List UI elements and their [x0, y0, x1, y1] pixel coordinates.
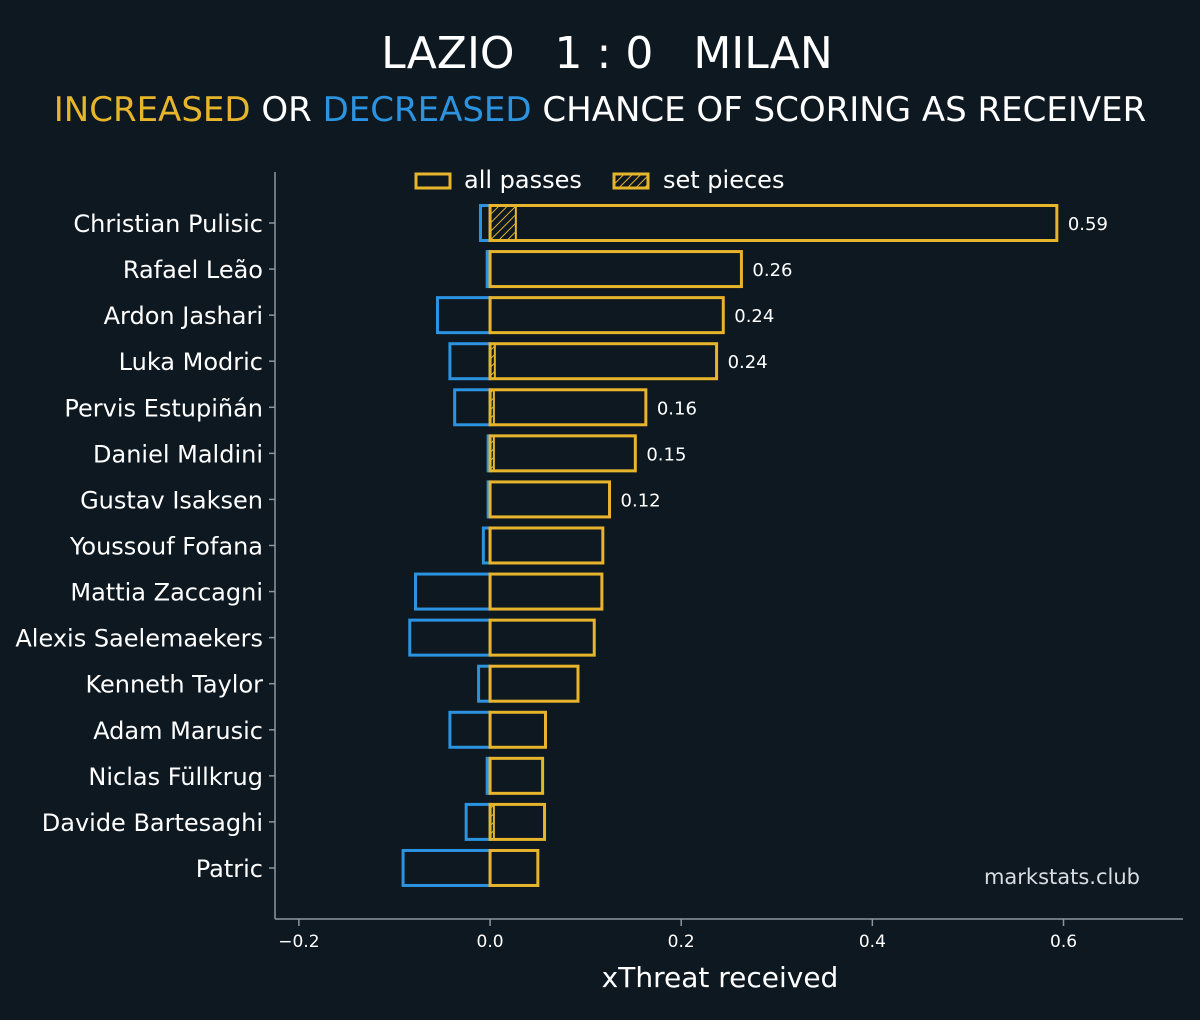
player-name-label: Rafael Leão — [123, 256, 263, 284]
decreased-bar — [453, 388, 492, 427]
away-team-name: MILAN — [693, 28, 832, 79]
player-name-label: Youssouf Fofana — [69, 532, 263, 560]
axis-ticks: −0.2 0.0 0.2 0.4 0.6 — [278, 919, 1077, 952]
decreased-bar — [435, 296, 492, 335]
increased-bar — [488, 434, 637, 473]
legend-all-passes-swatch — [414, 172, 452, 190]
decreased-bar — [477, 664, 492, 703]
x-tick-label: 0.4 — [859, 932, 886, 952]
player-row: Youssouf Fofana — [69, 526, 605, 565]
increased-bar — [488, 664, 580, 703]
bar-value-label: 0.16 — [657, 398, 697, 419]
player-row: Rafael Leão 0.26 — [123, 250, 793, 289]
x-tick-label: −0.2 — [278, 932, 319, 952]
x-tick-label: 0.0 — [477, 932, 504, 952]
player-name-label: Daniel Maldini — [93, 440, 263, 468]
player-row: Kenneth Taylor — [85, 664, 580, 703]
player-row: Pervis Estupiñán 0.16 — [64, 388, 697, 427]
bar-value-label: 0.24 — [734, 306, 774, 327]
player-name-label: Kenneth Taylor — [85, 671, 263, 699]
player-name-label: Luka Modric — [119, 348, 263, 376]
player-name-label: Alexis Saelemaekers — [15, 625, 263, 653]
legend-set-pieces-label: set pieces — [663, 166, 784, 194]
player-row: Ardon Jashari 0.24 — [104, 296, 774, 335]
player-name-label: Christian Pulisic — [73, 210, 263, 238]
legend-all-passes-label: all passes — [464, 166, 582, 194]
set-pieces-bar — [489, 204, 517, 242]
player-name-label: Ardon Jashari — [104, 302, 263, 330]
player-name-label: Niclas Füllkrug — [88, 763, 263, 791]
match-score: 1 : 0 — [555, 28, 654, 79]
bar-groups: Christian Pulisic 0.59 Rafael Leão 0.26 Ardo… — [15, 204, 1108, 887]
increased-bar — [488, 388, 648, 427]
player-name-label: Gustav Isaksen — [80, 486, 263, 514]
bar-value-label: 0.12 — [621, 490, 661, 511]
increased-bar — [488, 342, 719, 381]
chart-subtitle: INCREASED OR DECREASED CHANCE OF SCORING… — [54, 90, 1147, 130]
increased-bar — [488, 572, 604, 611]
home-team-name: LAZIO — [381, 28, 514, 79]
x-tick-label: 0.2 — [668, 932, 695, 952]
increased-bar — [488, 204, 1059, 242]
decreased-bar — [448, 710, 492, 749]
increased-bar — [488, 848, 540, 887]
player-name-label: Adam Marusic — [93, 717, 263, 745]
legend: all passes set pieces — [414, 166, 784, 194]
increased-bar — [488, 756, 545, 795]
player-row: Luka Modric 0.24 — [119, 342, 768, 381]
subtitle-rest: CHANCE OF SCORING AS RECEIVER — [532, 90, 1147, 130]
bar-value-label: 0.24 — [728, 352, 768, 373]
decreased-bar — [414, 572, 492, 611]
player-row: Niclas Füllkrug — [88, 756, 545, 795]
increased-bar — [488, 526, 605, 565]
player-name-label: Mattia Zaccagni — [70, 579, 263, 607]
increased-bar — [488, 250, 743, 289]
increased-bar — [488, 296, 725, 335]
decreased-bar — [401, 848, 492, 887]
player-row: Patric — [196, 848, 540, 887]
increased-bar — [488, 802, 547, 841]
bar-value-label: 0.26 — [752, 260, 792, 281]
increased-bar — [488, 480, 612, 519]
increased-bar — [488, 710, 547, 749]
player-row: Davide Bartesaghi — [42, 802, 547, 841]
subtitle-increased: INCREASED — [54, 90, 251, 130]
watermark: markstats.club — [984, 865, 1140, 889]
x-tick-label: 0.6 — [1050, 932, 1077, 952]
bar-value-label: 0.15 — [646, 444, 686, 465]
decreased-bar — [408, 618, 492, 657]
bar-value-label: 0.59 — [1068, 214, 1108, 235]
subtitle-decreased: DECREASED — [323, 90, 532, 130]
player-row: Adam Marusic — [93, 710, 547, 749]
player-row: Mattia Zaccagni — [70, 572, 604, 611]
subtitle-or: OR — [251, 90, 323, 130]
decreased-bar — [448, 342, 492, 381]
player-name-label: Davide Bartesaghi — [42, 809, 263, 837]
x-axis-label: xThreat received — [602, 961, 839, 994]
player-row: Gustav Isaksen 0.12 — [80, 480, 661, 519]
chart-title: LAZIO 1 : 0 MILAN — [381, 28, 833, 79]
player-row: Alexis Saelemaekers — [15, 618, 596, 657]
player-name-label: Pervis Estupiñán — [64, 394, 263, 422]
player-row: Daniel Maldini 0.15 — [93, 434, 686, 473]
increased-bar — [488, 618, 596, 657]
decreased-bar — [464, 802, 492, 841]
player-name-label: Patric — [196, 855, 263, 883]
legend-set-pieces-swatch — [612, 172, 650, 190]
player-row: Christian Pulisic 0.59 — [73, 204, 1108, 242]
